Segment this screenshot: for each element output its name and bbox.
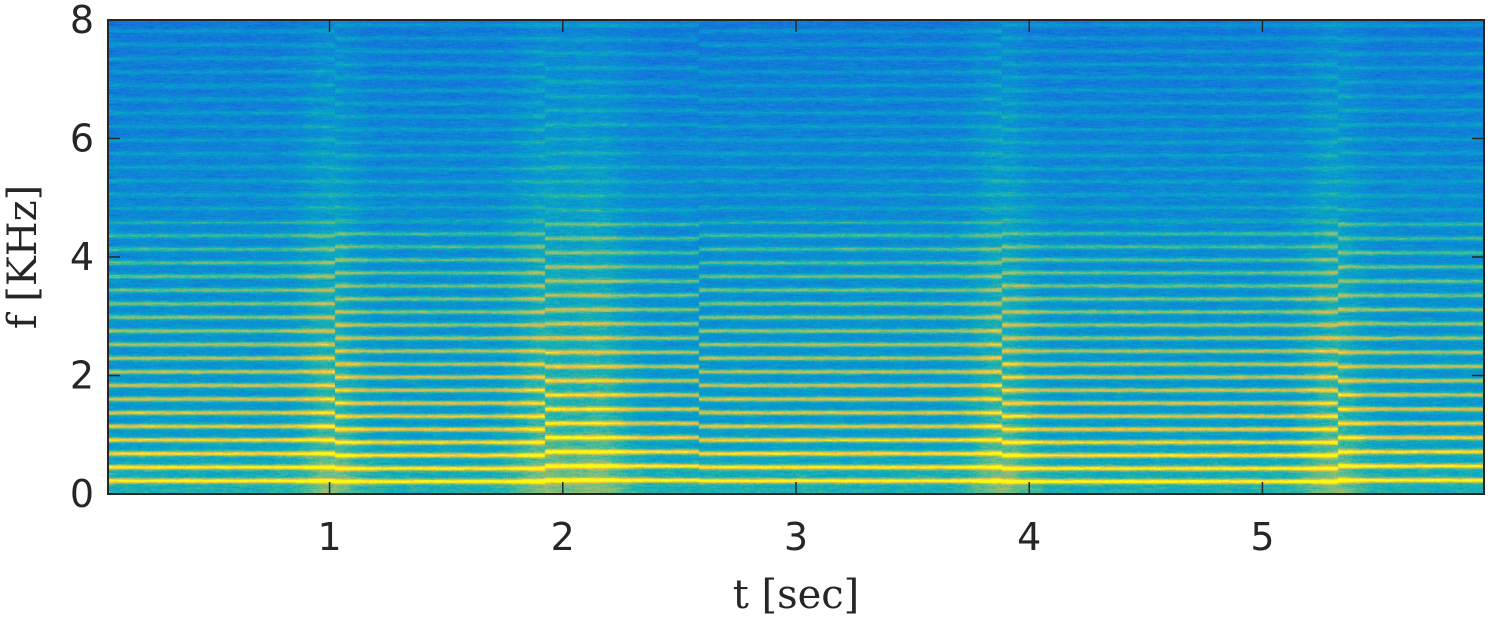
x-tick-label: 2 bbox=[551, 515, 575, 559]
plot-area bbox=[107, 19, 1485, 495]
x-axis-ticks: 1 2 3 4 5 bbox=[317, 20, 1275, 559]
y-tick-label: 2 bbox=[70, 354, 94, 398]
x-tick-label: 5 bbox=[1250, 515, 1274, 559]
y-tick-label: 0 bbox=[70, 472, 94, 516]
y-tick-label: 6 bbox=[70, 117, 94, 161]
y-tick-label: 4 bbox=[70, 235, 94, 279]
x-tick-label: 1 bbox=[317, 515, 341, 559]
y-axis-title: f [KHz] bbox=[0, 185, 46, 330]
spectrogram-image bbox=[108, 20, 1484, 494]
y-axis-ticks: 0 2 4 6 8 bbox=[70, 0, 1484, 516]
x-axis-title: t [sec] bbox=[733, 572, 860, 618]
y-tick-label: 8 bbox=[70, 0, 94, 42]
x-tick-label: 3 bbox=[784, 515, 808, 559]
x-tick-label: 4 bbox=[1017, 515, 1041, 559]
